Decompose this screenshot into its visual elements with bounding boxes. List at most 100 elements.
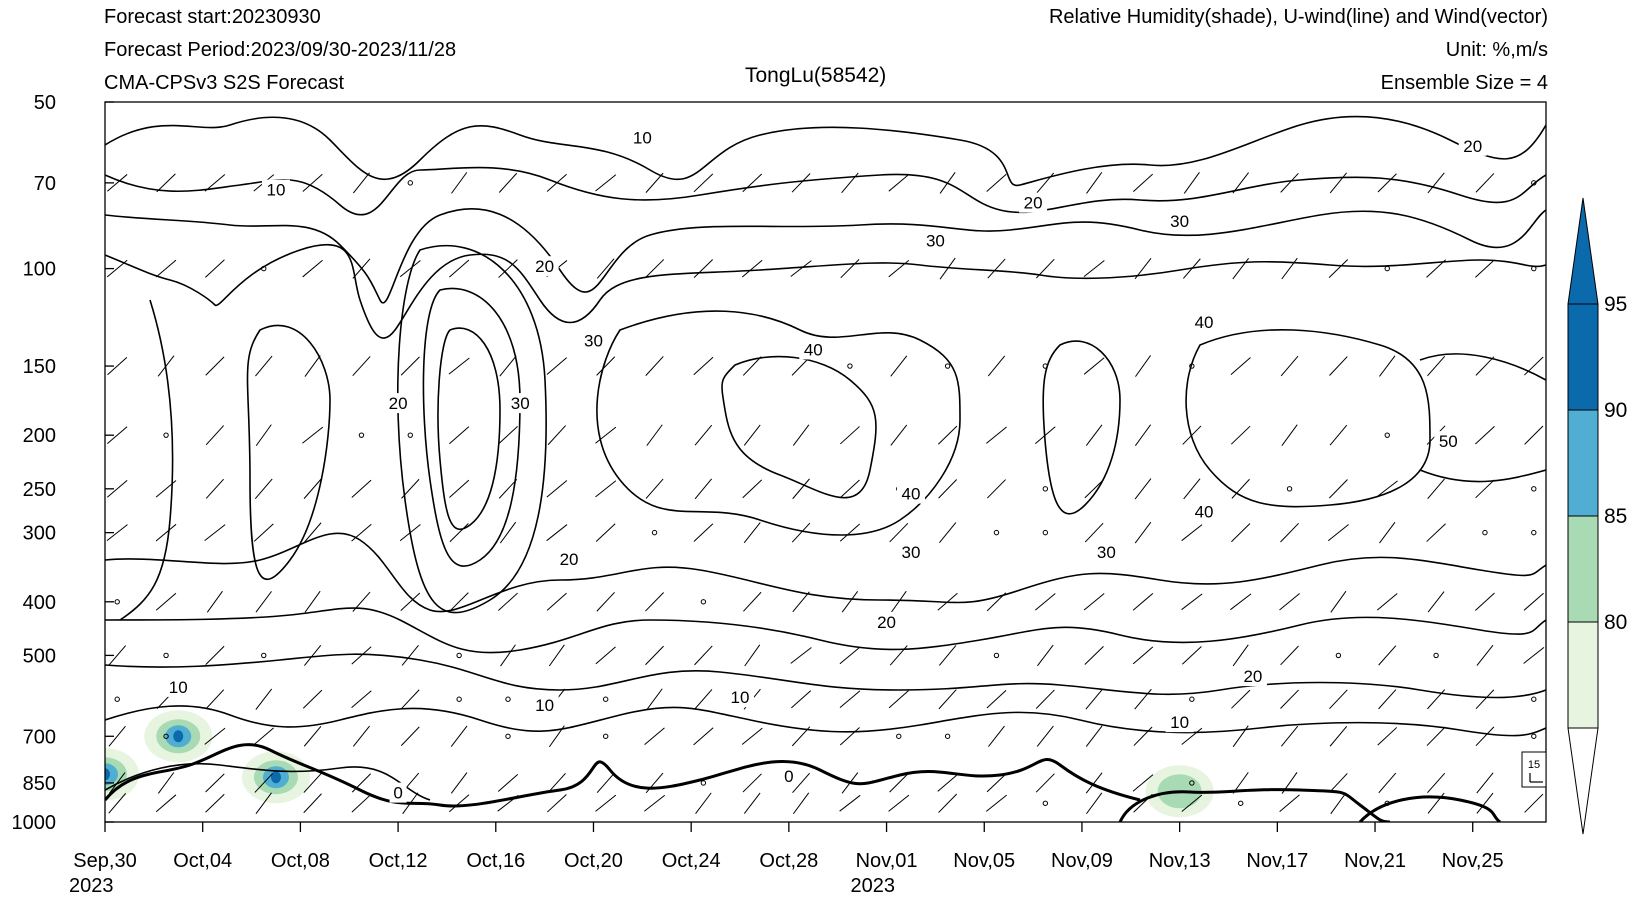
wind-barb	[790, 260, 812, 277]
forecast-start: Forecast start:20230930	[104, 6, 321, 28]
wind-barb	[1475, 726, 1495, 747]
wind-barb	[938, 793, 958, 813]
wind-barb	[693, 523, 714, 542]
wind-barb	[1182, 646, 1202, 665]
wind-barb	[1132, 774, 1154, 792]
wind-barb	[937, 425, 958, 445]
contour-label-bg	[530, 695, 559, 716]
wind-barb	[743, 522, 761, 544]
contour-label: 40	[1195, 503, 1214, 522]
wind-barb	[155, 480, 177, 498]
wind-barb	[206, 590, 223, 613]
wind-barb	[1281, 257, 1298, 280]
contour-label: 30	[902, 543, 921, 562]
calm-circle	[700, 780, 707, 786]
wind-barb	[1427, 478, 1445, 500]
wind-barb	[643, 794, 666, 812]
wind-barb	[1230, 593, 1252, 611]
u-wind-contour-line	[105, 208, 1546, 304]
contour-label-bg	[506, 393, 535, 414]
wind-barb	[987, 258, 1006, 279]
wind-barb	[645, 478, 664, 499]
calm-circle	[1531, 733, 1537, 739]
wind-barb	[255, 792, 272, 814]
contour-label-bg	[799, 339, 828, 360]
contour-label-bg	[1165, 210, 1194, 231]
humidity-patch-core	[173, 730, 184, 743]
wind-barb	[839, 727, 860, 746]
wind-barb	[644, 259, 665, 279]
wind-barb	[253, 727, 274, 746]
wind-barb	[986, 479, 1006, 499]
wind-barb	[792, 478, 810, 500]
wind-barb	[1230, 357, 1251, 375]
wind-barb	[255, 355, 273, 377]
y-tick-label: 250	[23, 479, 56, 501]
reference-vector-frame	[1521, 751, 1547, 788]
wind-barb	[1476, 772, 1494, 794]
calm-circle	[1286, 486, 1293, 492]
wind-barb	[595, 426, 617, 444]
wind-barb	[1376, 593, 1398, 611]
wind-barb	[743, 424, 761, 446]
calm-circle	[456, 696, 462, 702]
contour-label: 40	[804, 340, 823, 359]
contour-label-bg	[384, 393, 413, 414]
wind-barb	[742, 773, 762, 793]
wind-barb	[791, 690, 812, 709]
zero-wind-contour	[1118, 788, 1391, 822]
calm-circle	[1042, 800, 1049, 806]
wind-barb	[1329, 424, 1348, 446]
contour-labels: 10 10 20 30 20 30 20 30 40 40 20 30 40 50 40 30 30 20 20 20…	[164, 127, 1487, 803]
wind-barb	[645, 592, 664, 612]
wind-barb	[1132, 592, 1154, 611]
wind-barb	[839, 523, 860, 542]
wind-barb	[1475, 173, 1495, 193]
contour-label-bg	[389, 782, 407, 803]
wind-barb	[839, 794, 861, 812]
wind-barb	[1426, 523, 1446, 542]
contour-label: 20	[560, 550, 579, 569]
x-tick-label: Oct,08	[271, 850, 330, 872]
wind-barb	[449, 523, 469, 543]
wind-barb	[1280, 173, 1299, 193]
wind-barb	[1377, 727, 1398, 746]
wind-barb	[303, 522, 322, 543]
wind-barb	[108, 725, 126, 747]
contour-label-bg	[261, 179, 290, 200]
wind-barb	[254, 773, 274, 793]
calm-circle	[456, 652, 462, 659]
wind-barb	[450, 772, 468, 794]
wind-barb	[1036, 725, 1054, 747]
wind-barb	[645, 356, 664, 376]
wind-barb	[888, 174, 910, 192]
y-tick-label: 200	[23, 425, 56, 447]
wind-barb	[1329, 773, 1348, 793]
wind-barb	[890, 355, 908, 377]
wind-barb	[693, 259, 714, 279]
y-tick-label: 400	[23, 592, 56, 614]
wind-barb	[302, 259, 323, 278]
wind-barb	[938, 479, 958, 499]
calm-circle	[847, 363, 853, 369]
calm-circle	[163, 652, 169, 659]
wind-barb	[1086, 172, 1103, 194]
wind-barb	[1427, 355, 1446, 377]
wind-barb	[352, 725, 370, 747]
wind-barb	[351, 690, 372, 709]
wind-barb	[450, 725, 468, 747]
wind-barbs	[106, 171, 1545, 815]
wind-barb	[889, 773, 909, 793]
calm-circle	[114, 599, 120, 605]
contour-label-bg	[1434, 431, 1463, 452]
wind-barb	[840, 479, 860, 498]
wind-barb	[742, 356, 762, 376]
wind-barb	[1476, 644, 1494, 666]
wind-barb	[498, 478, 518, 499]
wind-barb	[790, 647, 812, 664]
u-wind-contour-line	[1419, 469, 1546, 483]
wind-barb	[645, 772, 664, 794]
colorbar-box	[1567, 621, 1599, 729]
wind-barb	[1181, 794, 1203, 812]
model-name: CMA-CPSv3 S2S Forecast	[104, 72, 345, 94]
